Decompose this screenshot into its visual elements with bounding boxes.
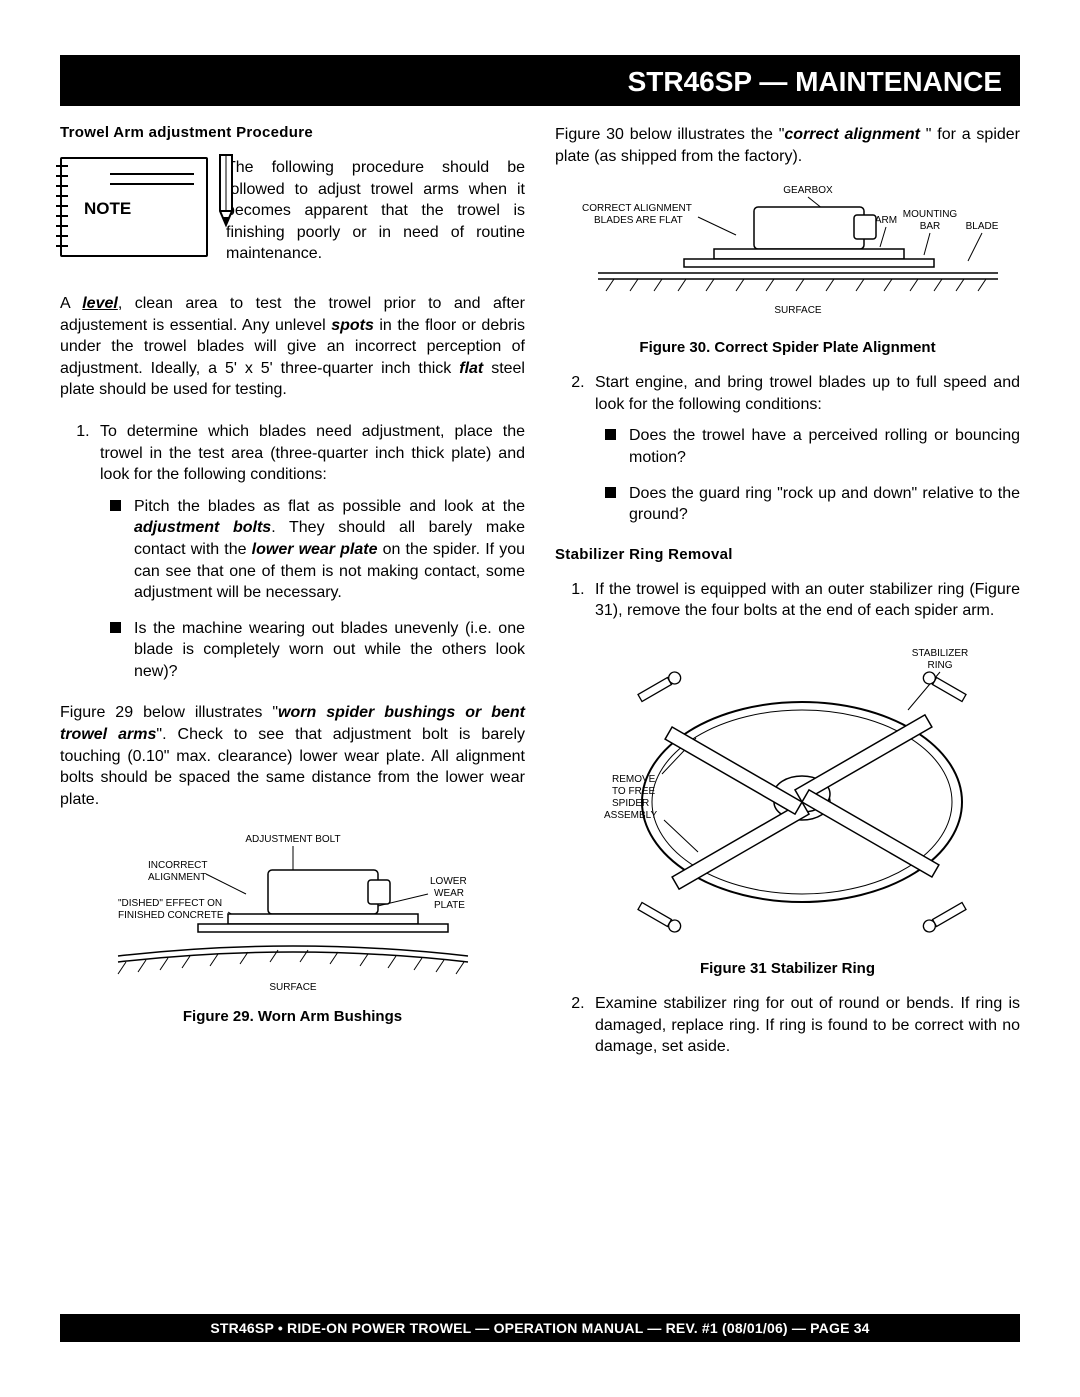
svg-text:ARM: ARM — [874, 215, 896, 226]
bullet-rolling: Does the trowel have a perceived rolling… — [629, 425, 1020, 468]
svg-text:WEAR: WEAR — [434, 888, 464, 899]
svg-text:ASSEMBLY: ASSEMBLY — [604, 810, 657, 821]
svg-text:CORRECT ALIGNMENT: CORRECT ALIGNMENT — [582, 203, 692, 214]
right-step-list: Start engine, and bring trowel blades up… — [555, 372, 1020, 526]
right-column: Figure 30 below illustrates the "correct… — [555, 124, 1020, 1078]
page-banner: STR46SP — MAINTENANCE — [60, 55, 1020, 106]
svg-text:BLADES ARE FLAT: BLADES ARE FLAT — [594, 215, 683, 226]
stabilizer-step-list-2: Examine stabilizer ring for out of round… — [555, 993, 1020, 1058]
fig29-caption: Figure 29. Worn Arm Bushings — [60, 1008, 525, 1025]
svg-text:BAR: BAR — [919, 221, 940, 232]
stabilizer-heading: Stabilizer Ring Removal — [555, 546, 1020, 563]
bullet-guardring: Does the guard ring "rock up and down" r… — [629, 483, 1020, 526]
two-column-layout: Trowel Arm adjustment Procedure NOTE The… — [60, 124, 1020, 1078]
pencil-icon — [206, 151, 246, 231]
svg-text:SURFACE: SURFACE — [269, 982, 317, 993]
stabilizer-step-2: Examine stabilizer ring for out of round… — [589, 993, 1020, 1058]
figure-30: GEARBOX CORRECT ALIGNMENT BLADES ARE FLA… — [555, 181, 1020, 356]
svg-text:FINISHED CONCRETE: FINISHED CONCRETE — [118, 910, 224, 921]
level-paragraph: A level, clean area to test the trowel p… — [60, 293, 525, 401]
svg-text:SURFACE: SURFACE — [774, 305, 822, 316]
svg-text:ADJUSTMENT BOLT: ADJUSTMENT BOLT — [245, 834, 340, 845]
fig30-caption: Figure 30. Correct Spider Plate Alignmen… — [555, 339, 1020, 356]
right-step-2: Start engine, and bring trowel blades up… — [589, 372, 1020, 526]
fig30-diagram: GEARBOX CORRECT ALIGNMENT BLADES ARE FLA… — [568, 181, 1008, 331]
svg-text:RING: RING — [927, 660, 952, 671]
left-step-1: To determine which blades need adjustmen… — [94, 421, 525, 683]
svg-text:"DISHED" EFFECT ON: "DISHED" EFFECT ON — [118, 898, 222, 909]
svg-text:PLATE: PLATE — [434, 900, 465, 911]
svg-text:BLADE: BLADE — [965, 221, 998, 232]
svg-text:REMOVE: REMOVE — [612, 774, 656, 785]
figure-29: ADJUSTMENT BOLT INCORRECT ALIGNMENT "DIS… — [60, 830, 525, 1025]
note-text: The following procedure should be follow… — [226, 157, 525, 265]
left-step-list: To determine which blades need adjustmen… — [60, 421, 525, 683]
svg-text:MOUNTING: MOUNTING — [902, 209, 957, 220]
fig30-intro: Figure 30 below illustrates the "correct… — [555, 124, 1020, 167]
trowel-arm-heading: Trowel Arm adjustment Procedure — [60, 124, 525, 141]
left-step1-bullets: Pitch the blades as flat as possible and… — [100, 496, 525, 683]
figure-31: STABILIZER RING REMOVE TO FREE SPIDER AS… — [555, 642, 1020, 977]
fig29-diagram: ADJUSTMENT BOLT INCORRECT ALIGNMENT "DIS… — [78, 830, 508, 1000]
bullet-pitch-blades: Pitch the blades as flat as possible and… — [134, 496, 525, 604]
stabilizer-step-1: If the trowel is equipped with an outer … — [589, 579, 1020, 622]
left-column: Trowel Arm adjustment Procedure NOTE The… — [60, 124, 525, 1078]
svg-text:ALIGNMENT: ALIGNMENT — [148, 872, 206, 883]
fig29-intro: Figure 29 below illustrates "worn spider… — [60, 702, 525, 810]
note-block: NOTE The following procedure should be f… — [60, 157, 525, 265]
fig31-diagram: STABILIZER RING REMOVE TO FREE SPIDER AS… — [568, 642, 1008, 952]
fig31-caption: Figure 31 Stabilizer Ring — [555, 960, 1020, 977]
svg-text:LOWER: LOWER — [430, 876, 467, 887]
svg-text:TO FREE: TO FREE — [612, 786, 655, 797]
svg-text:GEARBOX: GEARBOX — [783, 185, 833, 196]
svg-text:SPIDER: SPIDER — [612, 798, 649, 809]
right-step2-bullets: Does the trowel have a perceived rolling… — [595, 425, 1020, 525]
stabilizer-step-list: If the trowel is equipped with an outer … — [555, 579, 1020, 622]
svg-text:INCORRECT: INCORRECT — [148, 860, 207, 871]
notepad-icon: NOTE — [60, 157, 208, 257]
note-label: NOTE — [84, 199, 131, 219]
page-footer: STR46SP • RIDE-ON POWER TROWEL — OPERATI… — [60, 1314, 1020, 1342]
bullet-uneven-wear: Is the machine wearing out blades uneven… — [134, 618, 525, 683]
svg-text:STABILIZER: STABILIZER — [911, 648, 968, 659]
